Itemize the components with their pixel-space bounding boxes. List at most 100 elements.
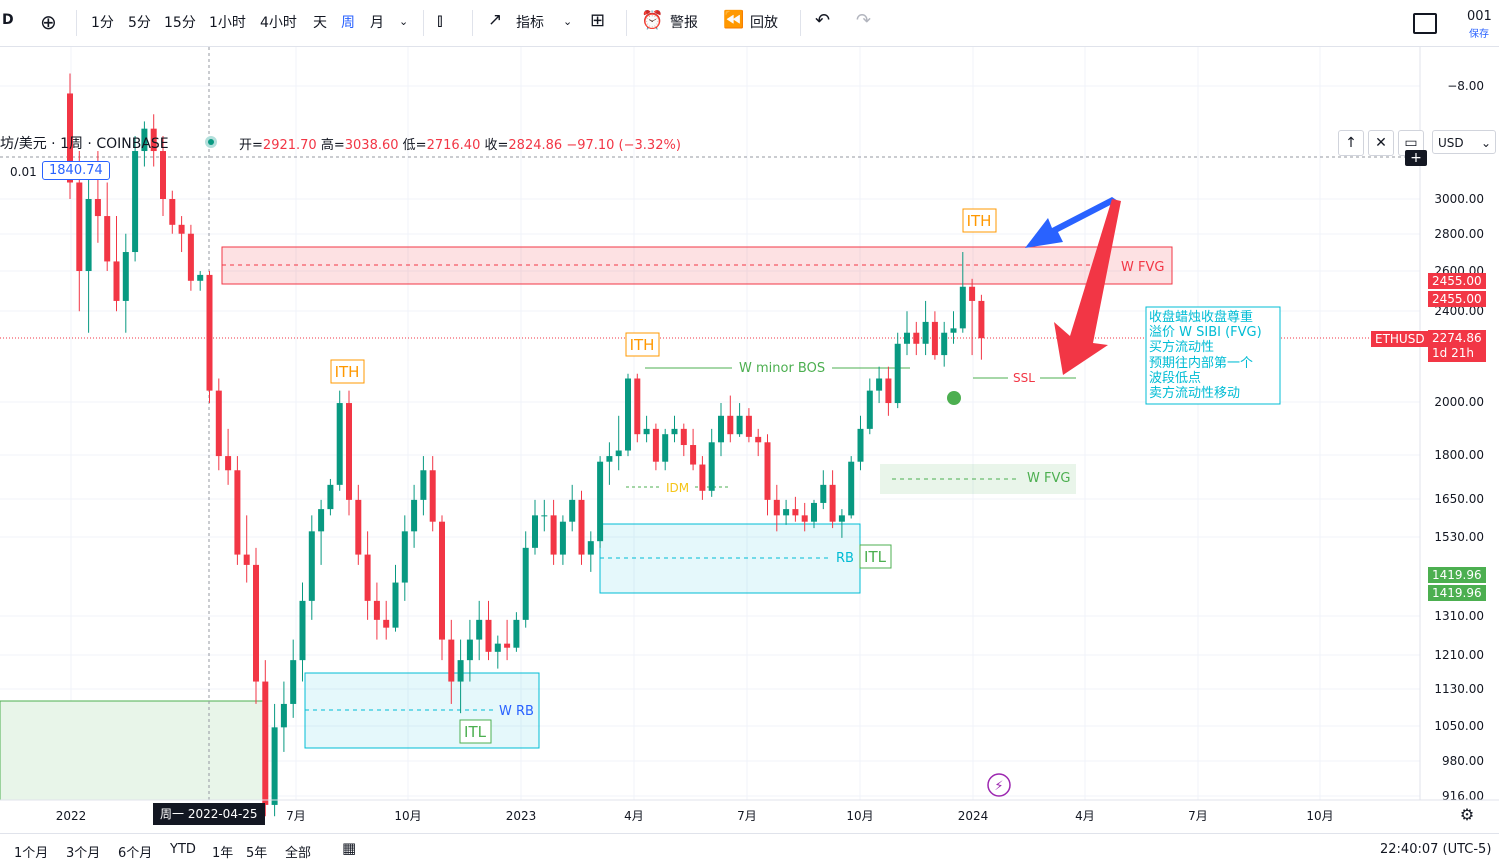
chevron-down-icon[interactable]: ⌄ (399, 15, 409, 28)
alarm-marker-icon[interactable] (947, 391, 961, 405)
candle-type-icon[interactable]: ⫾ (437, 10, 443, 31)
fullscreen-icon[interactable] (1413, 13, 1437, 34)
range-6m[interactable]: 6个月 (118, 846, 153, 861)
range-all[interactable]: 全部 (285, 846, 312, 861)
candle-body (559, 521, 566, 555)
rb-label: RB (836, 551, 854, 566)
calendar-icon[interactable]: ▦ (342, 839, 357, 857)
range-3m[interactable]: 3个月 (66, 846, 101, 861)
fvg-price-tag-1: 2455.00 (1428, 273, 1486, 289)
scroll-up-button[interactable]: ↑ (1338, 130, 1364, 156)
candle-body (838, 515, 845, 522)
chevron-down-icon[interactable]: ⌄ (563, 15, 573, 28)
candles-group (67, 73, 985, 817)
layout-number[interactable]: 001 (1467, 9, 1492, 24)
red-arrow (1054, 199, 1121, 375)
currency-select[interactable]: USD ⌄ (1432, 130, 1496, 154)
candle-body (625, 378, 631, 451)
candle-body (941, 332, 948, 356)
candle-body (308, 531, 315, 601)
candle-body (727, 415, 734, 435)
price-tick-label: 1650.00 (1434, 492, 1484, 506)
divider (626, 10, 627, 36)
time-tick-label: 10月 (846, 809, 873, 823)
candle-body (132, 151, 139, 253)
price-input-box[interactable]: 1840.74 (42, 161, 110, 180)
range-1m[interactable]: 1个月 (14, 846, 49, 861)
lightning-event-icon[interactable] (987, 773, 1011, 797)
candle-body (364, 554, 371, 601)
range-5y[interactable]: 5年 (246, 846, 268, 861)
interval-1m[interactable]: 1分 (91, 15, 114, 31)
w-fvg-top-label: W FVG (1121, 260, 1164, 275)
interval-day[interactable]: 天 (313, 15, 327, 31)
low-value: 2716.40 (426, 138, 481, 153)
symbol-title[interactable]: 坊/美元 · 1周 · COINBASE (0, 136, 169, 152)
symbol-fragment[interactable]: D (2, 12, 14, 28)
candle-body (615, 450, 622, 457)
candle-body (876, 378, 883, 391)
change-value: −97.10 (−3.32%) (566, 138, 681, 153)
interval-4h[interactable]: 4小时 (260, 15, 297, 31)
candle-body (160, 151, 166, 199)
range-1y[interactable]: 1年 (212, 846, 234, 861)
save-button[interactable]: 保存 (1469, 29, 1489, 40)
candle-body (76, 182, 83, 272)
candle-body (597, 461, 604, 542)
candle-body (411, 499, 418, 532)
candle-body (801, 515, 808, 522)
price-tick-label: 2000.00 (1434, 395, 1484, 409)
note-line-6: 卖方流动性移动 (1149, 385, 1240, 401)
indicators-icon[interactable]: ↗ (488, 10, 503, 30)
interval-1h[interactable]: 1小时 (209, 15, 246, 31)
candle-body (532, 515, 538, 548)
clock-display[interactable]: 22:40:07 (UTC-5) (1380, 842, 1492, 857)
time-tick-label: 4月 (1075, 809, 1095, 823)
layout-grid-icon[interactable]: ⊞ (590, 10, 606, 31)
candle-body (820, 484, 827, 503)
candle-body (569, 499, 576, 522)
interval-5m[interactable]: 5分 (128, 15, 151, 31)
fvg-price-tag-2: 2455.00 (1428, 291, 1486, 307)
candle-body (197, 274, 204, 281)
note-line-1: 收盘蜡烛收盘尊重 (1149, 309, 1253, 325)
candle-body (708, 442, 715, 491)
live-dot-inner-icon (208, 139, 214, 145)
price-chart[interactable]: ITH ITH ITH ITL ITL W FVG W FVG W minor … (0, 47, 1499, 833)
open-value: 2921.70 (262, 138, 317, 153)
candle-body (448, 639, 455, 682)
close-value: 2824.86 (508, 138, 563, 153)
alarm-clock-icon[interactable]: ⏰ (641, 10, 664, 31)
settings-gear-icon[interactable]: ⚙ (1460, 805, 1474, 824)
candle-body (401, 531, 408, 583)
time-tick-label: 10月 (1306, 809, 1333, 823)
interval-week[interactable]: 周 (341, 15, 355, 31)
low-label: 低 (402, 138, 416, 153)
ethusd-symbol-tag: ETHUSD (1371, 331, 1429, 347)
alert-button[interactable]: 警报 (670, 15, 698, 31)
blue-arrow (1025, 197, 1118, 248)
bottom-toolbar: 1个月 3个月 6个月 YTD 1年 5年 全部 ▦ 22:40:07 (UTC… (0, 833, 1499, 861)
time-tick-label: 2023 (506, 809, 537, 823)
candle-body (634, 378, 641, 435)
time-tick-label: 7月 (286, 809, 306, 823)
top-toolbar: D ⊕ 1分 5分 15分 1小时 4小时 天 周 月 ⌄ ⫾ ↗ 指标 ⌄ ⊞… (0, 0, 1499, 47)
time-tick-label: 10月 (394, 809, 421, 823)
candle-body (373, 600, 380, 620)
replay-button[interactable]: 回放 (750, 15, 778, 31)
indicators-button[interactable]: 指标 (516, 15, 544, 31)
replay-icon[interactable]: ⏪ (723, 10, 745, 30)
range-ytd[interactable]: YTD (170, 842, 196, 857)
candle-body (104, 216, 111, 262)
collapse-button[interactable]: ✕ (1368, 130, 1394, 156)
ith3-box (962, 208, 997, 233)
itl1-label: ITL (464, 723, 487, 741)
note-line-5: 波段低点 (1149, 371, 1201, 386)
undo-icon[interactable]: ↶ (815, 10, 831, 31)
interval-month[interactable]: 月 (370, 15, 384, 31)
candle-body (504, 643, 511, 648)
add-symbol-icon[interactable]: ⊕ (40, 10, 57, 34)
interval-15m[interactable]: 15分 (164, 15, 196, 31)
redo-icon[interactable]: ↷ (856, 10, 872, 31)
candle-body (783, 509, 790, 516)
